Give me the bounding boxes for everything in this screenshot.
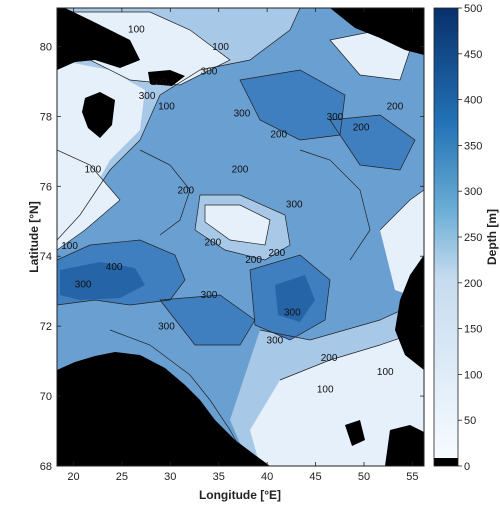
x-tick-label: 25 [116,471,128,483]
contour-label: 400 [106,262,123,273]
y-tick-label: 74 [40,251,52,263]
contour-label: 300 [201,290,218,301]
contour-label: 300 [284,308,301,319]
x-tick-label: 55 [406,471,418,483]
contour-label: 200 [270,129,287,140]
contour-label: 300 [327,112,344,123]
depth-map: 1001003001001003003001002002002003002002… [57,8,424,466]
x-tick-label: 40 [261,471,273,483]
land-pechora [385,425,424,466]
contour-label: 300 [75,280,92,291]
contour-label: 200 [353,122,370,133]
colorbar-tick-label: 0 [464,461,470,473]
land-scandinavia-russia [57,352,270,466]
land-edgeoya [82,92,115,138]
colorbar-tick-label: 200 [464,278,482,290]
y-tick-label: 78 [40,111,52,123]
y-tick-label: 70 [40,391,52,403]
x-tick-label: 45 [309,471,321,483]
contour-labels: 1001003001001003003001002002002003002002… [61,24,403,395]
y-tick-label: 72 [40,321,52,333]
contour-label: 100 [212,42,229,53]
x-axis: 20 25 30 35 40 45 50 55 [67,8,419,483]
colorbar-ticks: 0 50 100 150 200 250 300 350 400 450 500 [458,3,482,473]
contour-label: 200 [387,101,404,112]
plot-frame [56,7,425,467]
contour-label: 200 [245,255,262,266]
y-tick-label: 68 [40,461,52,473]
land-kong-karls [148,70,185,86]
contour-label: 100 [61,241,78,252]
colorbar-tick-label: 250 [464,232,482,244]
colorbar-land-swatch [434,458,458,466]
contour-label: 300 [158,322,175,333]
contour-label: 200 [232,164,249,175]
colorbar-tick-label: 50 [464,415,476,427]
contour-label: 300 [234,108,251,119]
land-svalbard [57,8,140,70]
contour-label: 200 [321,353,338,364]
x-tick-label: 50 [358,471,370,483]
contour-label: 100 [84,164,101,175]
contour-label: 200 [177,185,194,196]
land-kanin [345,420,365,446]
colorbar-tick-label: 150 [464,324,482,336]
contour-label: 200 [205,238,222,249]
land-novaya-zemlya [395,255,424,370]
contour-label: 100 [128,24,145,35]
x-axis-title: Longitude [°E] [199,488,281,502]
colorbar-tick-label: 100 [464,369,482,381]
contour-label: 100 [158,101,175,112]
contour-label: 300 [139,91,156,102]
x-tick-label: 20 [67,471,79,483]
y-axis: 68 70 72 74 76 78 80 [40,41,424,473]
x-tick-label: 35 [213,471,225,483]
contour-label: 300 [286,199,303,210]
contour-label: 300 [267,336,284,347]
colorbar-tick-label: 300 [464,186,482,198]
x-tick-label: 30 [164,471,176,483]
contour-label: 100 [150,77,167,88]
y-axis-title: Latitude [°N] [27,201,41,272]
colorbar-tick-label: 400 [464,95,482,107]
colorbar-label: Depth [m] [485,209,499,265]
contour-label: 200 [268,248,285,259]
colorbar-tick-label: 350 [464,140,482,152]
colorbar-gradient [434,8,458,458]
contour-label: 300 [201,66,218,77]
colorbar-tick-label: 500 [464,3,482,15]
land-franz-josef [330,8,424,55]
y-tick-label: 80 [40,41,52,53]
y-tick-label: 76 [40,181,52,193]
deepest-regions [60,262,315,322]
land [57,8,424,466]
colorbar-tick-label: 450 [464,49,482,61]
colorbar: 0 50 100 150 200 250 300 350 400 450 500 Depth [m] [433,3,499,473]
contour-label: 100 [377,367,394,378]
contour-label: 100 [317,385,334,396]
